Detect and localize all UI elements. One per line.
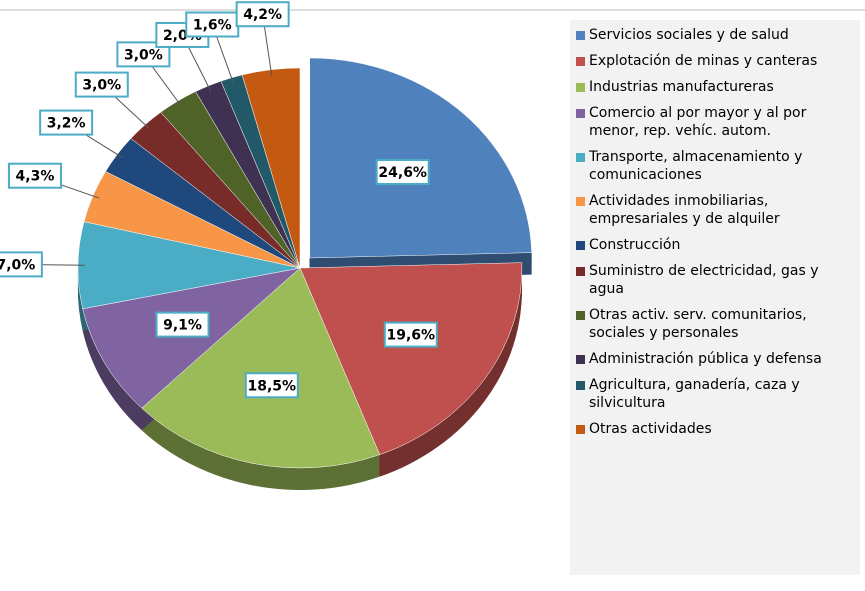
legend-item: Otras actividades (574, 420, 856, 438)
slice (309, 57, 532, 259)
data-label: 7,0% (0, 257, 35, 273)
legend-label: Suministro de electricidad, gas y agua (589, 263, 819, 297)
legend-item: Transporte, almacenamiento y comunicacio… (574, 148, 856, 184)
label-box (74, 71, 129, 98)
data-label: 18,5% (247, 378, 296, 394)
label-box (0, 251, 43, 278)
data-label: 1,6% (193, 18, 232, 34)
legend-item: Servicios sociales y de salud (574, 26, 856, 44)
legend-item: Explotación de minas y canteras (574, 52, 856, 70)
slice (299, 262, 523, 455)
data-label: 9,1% (163, 318, 202, 334)
legend-swatch (576, 83, 585, 92)
label-box (235, 1, 290, 28)
legend-swatch (576, 57, 585, 66)
data-label: 4,2% (243, 7, 282, 23)
label-box (7, 162, 62, 189)
legend-swatch (576, 241, 585, 250)
legend-label: Comercio al por mayor y al por menor, re… (589, 105, 807, 139)
legend-label: Agricultura, ganadería, caza y silvicult… (589, 377, 800, 411)
label-box (375, 158, 430, 185)
data-label: 24,6% (378, 165, 427, 181)
label-box (155, 311, 210, 338)
data-label: 19,6% (387, 328, 436, 344)
label-box (39, 109, 94, 136)
legend-label: Administración pública y defensa (589, 351, 822, 367)
legend-swatch (576, 355, 585, 364)
legend-item: Otras activ. serv. comunitarios, sociale… (574, 306, 856, 342)
slice (141, 267, 381, 469)
legend-label: Construcción (589, 237, 681, 253)
data-label: 4,3% (16, 169, 55, 185)
legend-label: Transporte, almacenamiento y comunicacio… (589, 149, 803, 183)
legend: Servicios sociales y de salud Explotación… (570, 20, 860, 575)
legend-item: Construcción (574, 236, 856, 254)
legend-swatch (576, 311, 585, 320)
label-box (383, 321, 438, 348)
legend-label: Industrias manufactureras (589, 79, 774, 95)
legend-swatch (576, 197, 585, 206)
legend-label: Actividades inmobiliarias, empresariales… (589, 193, 780, 227)
legend-label: Otras activ. serv. comunitarios, sociale… (589, 307, 807, 341)
legend-swatch (576, 153, 585, 162)
legend-item: Comercio al por mayor y al por menor, re… (574, 104, 856, 140)
slice (82, 267, 301, 409)
legend-item: Agricultura, ganadería, caza y silvicult… (574, 376, 856, 412)
pie-top (77, 57, 532, 469)
legend-item: Industrias manufactureras (574, 78, 856, 96)
legend-item: Actividades inmobiliarias, empresariales… (574, 192, 856, 228)
legend-swatch (576, 267, 585, 276)
data-label: 3,0% (82, 78, 121, 94)
data-label: 3,2% (47, 116, 86, 132)
legend-swatch (576, 31, 585, 40)
data-labels: 24,6%19,6%18,5%9,1%7,0%4,3%3,2%3,0%3,0%2… (0, 1, 438, 399)
label-box (244, 372, 299, 399)
legend-label: Servicios sociales y de salud (589, 27, 789, 43)
legend-item: Suministro de electricidad, gas y agua (574, 262, 856, 298)
legend-item: Administración pública y defensa (574, 350, 856, 368)
legend-label: Explotación de minas y canteras (589, 53, 818, 69)
legend-label: Otras actividades (589, 421, 712, 437)
legend-swatch (576, 425, 585, 434)
legend-swatch (576, 109, 585, 118)
legend-swatch (576, 381, 585, 390)
data-label: 3,0% (124, 47, 163, 63)
